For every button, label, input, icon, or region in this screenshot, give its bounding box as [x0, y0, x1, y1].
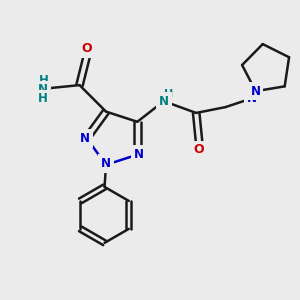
Text: N: N [251, 85, 261, 98]
Text: N: N [101, 157, 111, 170]
Text: N: N [80, 132, 90, 145]
Text: N: N [38, 83, 48, 96]
Text: H: H [164, 89, 173, 99]
Text: N: N [159, 95, 169, 108]
Text: O: O [82, 42, 92, 55]
Text: N: N [247, 92, 257, 105]
Text: H: H [38, 92, 48, 105]
Text: H: H [39, 74, 49, 87]
Text: O: O [194, 143, 204, 156]
Text: N: N [134, 148, 144, 161]
